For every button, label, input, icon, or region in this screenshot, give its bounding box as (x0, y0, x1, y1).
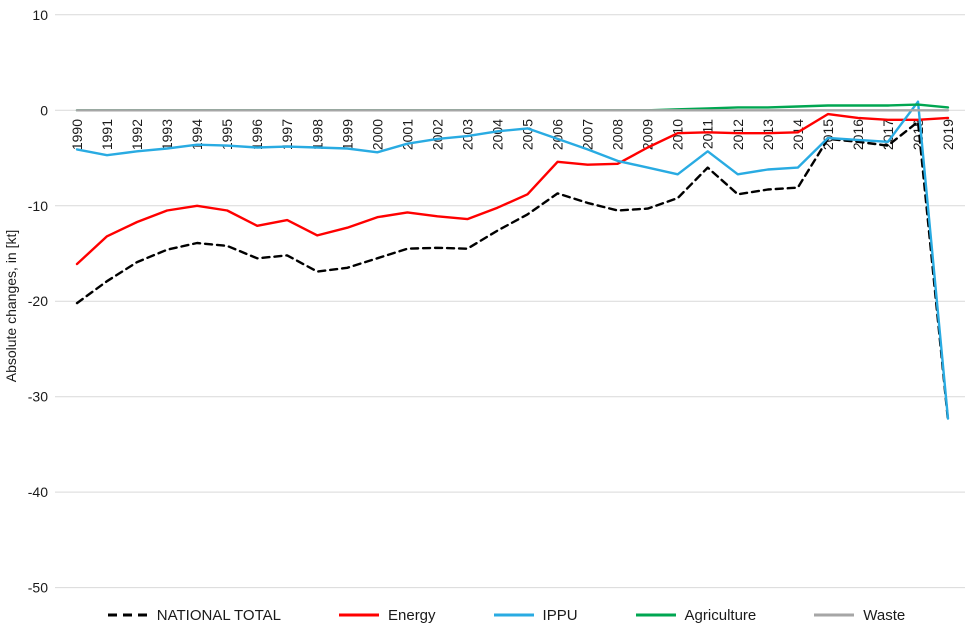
y-tick-label: -30 (28, 389, 48, 405)
x-tick-label: 2016 (850, 119, 866, 150)
series-line-ippu (75, 100, 950, 420)
x-tick-label: 2006 (550, 119, 566, 150)
x-tick-label: 2009 (640, 119, 656, 150)
y-tick-label: -50 (28, 580, 48, 596)
x-tick-label: 1996 (249, 119, 265, 150)
legend-item-waste: Waste (814, 607, 905, 624)
legend: NATIONAL TOTAL Energy IPPU Agriculture Waste (0, 601, 977, 629)
x-tick-label: 2004 (490, 119, 506, 150)
y-tick-label: -20 (28, 293, 48, 309)
x-tick-label: 2012 (730, 119, 746, 150)
x-tick-label: 1992 (129, 119, 145, 150)
x-tick-label: 2015 (820, 119, 836, 150)
series-line-energy (75, 112, 950, 266)
x-tick-label: 1995 (219, 119, 235, 150)
x-tick-label: 2014 (790, 119, 806, 150)
legend-label: IPPU (542, 606, 578, 624)
y-tick-label: -40 (28, 484, 48, 500)
line-chart-plot: 10 0 -10 -20 -30 -40 -50 1990 1991 1992 1993 1994 19… (3, 7, 965, 596)
legend-item-agriculture: Agriculture (635, 606, 757, 624)
x-tick-label: 2002 (429, 119, 445, 150)
x-tick-label: 1990 (69, 119, 85, 150)
legend-line-swatch (635, 613, 676, 617)
y-tick-label: 10 (32, 7, 48, 23)
legend-label: Agriculture (684, 606, 757, 624)
x-tick-label: 2013 (760, 119, 776, 150)
x-tick-label: 2000 (369, 119, 385, 150)
legend-line-swatch (814, 613, 855, 617)
x-tick-label: 1993 (159, 119, 175, 150)
x-tick-label: 1994 (189, 119, 205, 150)
x-tick-label: 1997 (279, 119, 295, 150)
y-tick-label: 0 (40, 102, 48, 118)
legend-line-swatch (107, 613, 148, 617)
x-tick-label: 1999 (339, 119, 355, 150)
x-tick-label: 2007 (580, 119, 596, 150)
legend-label: Waste (863, 606, 906, 624)
x-tick-label: 1991 (99, 119, 115, 150)
legend-label: Energy (388, 606, 436, 624)
legend-label: NATIONAL TOTAL (156, 606, 281, 624)
x-tick-label: 2008 (610, 119, 626, 150)
legend-item-energy: Energy (339, 607, 436, 624)
x-tick-label: 2005 (520, 119, 536, 150)
legend-item-national-total: NATIONAL TOTAL (107, 606, 281, 624)
series-line-national-total (75, 120, 950, 422)
x-tick-label: 2019 (940, 119, 956, 150)
y-tick-label: -10 (28, 198, 48, 214)
x-tick-label: 1998 (309, 119, 325, 150)
legend-item-ippu: IPPU (493, 606, 578, 624)
legend-line-swatch (493, 613, 534, 617)
x-tick-label: 2011 (700, 119, 716, 149)
legend-line-swatch (339, 613, 379, 617)
x-tick-label: 2003 (459, 119, 475, 150)
y-axis-title: Absolute changes, in [kt] (3, 230, 19, 383)
